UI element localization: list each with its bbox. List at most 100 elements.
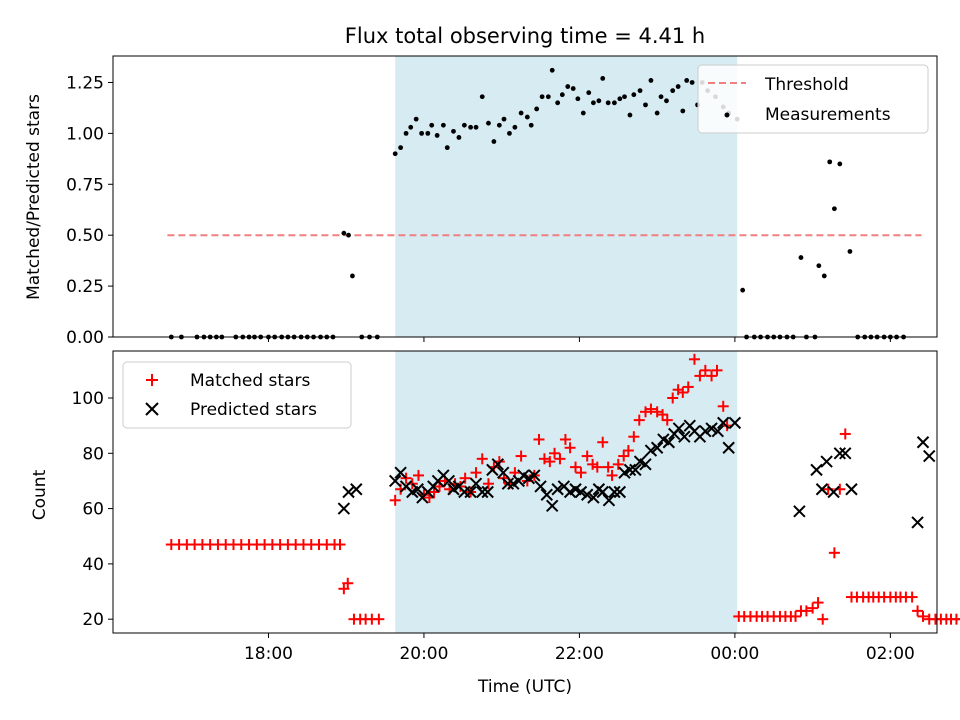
bottom-legend-box <box>122 361 352 429</box>
measurement-point <box>648 78 654 83</box>
matched-star-point <box>717 400 729 412</box>
y-tick-label: 1.00 <box>66 124 104 144</box>
predicted-star-point <box>672 422 686 435</box>
measurement-point <box>831 206 837 212</box>
measurement-point <box>491 139 497 144</box>
matched-star-point <box>677 386 689 398</box>
measurement-point <box>658 94 664 100</box>
top-shaded-span <box>395 56 738 337</box>
predicted-star-point <box>501 477 515 490</box>
predicted-star-point <box>810 463 823 477</box>
matched-star-point <box>533 433 545 445</box>
predicted-star-point <box>699 424 712 438</box>
measurement-point <box>827 159 833 165</box>
bottom-plot-frame <box>112 350 938 634</box>
measurement-point <box>821 273 827 279</box>
predicted-star-point <box>705 422 718 435</box>
measurement-point <box>580 110 586 116</box>
predicted-star-point <box>815 483 829 496</box>
legend-measurements-swatch <box>724 112 730 118</box>
matched-star-point <box>606 469 618 481</box>
y-tick-label: 60 <box>82 500 104 520</box>
measurement-point <box>631 92 637 98</box>
predicted-star-point <box>551 483 564 496</box>
measurement-point <box>549 67 555 73</box>
x-tick-label: 02:00 <box>866 644 915 664</box>
top-y-axis-label: Matched/Predicted stars <box>24 94 44 300</box>
predicted-star-point <box>916 436 930 449</box>
legend-matched-label: Matched stars <box>190 371 310 391</box>
matched-star-point <box>597 436 609 448</box>
measurement-point <box>524 114 530 120</box>
measurement-point <box>816 263 822 269</box>
matched-star-point <box>917 610 929 622</box>
predicted-star-point <box>722 441 735 454</box>
measurement-point <box>680 108 686 114</box>
measurement-point <box>451 128 456 134</box>
measurement-point <box>654 110 660 116</box>
bottom-y-ticks: 20 40 60 80 100 <box>72 389 113 630</box>
predicted-star-point <box>528 469 541 482</box>
matched-star-point <box>645 403 657 415</box>
matched-star-point <box>549 447 561 459</box>
matched-star-point <box>564 442 576 454</box>
top-chart-title: Flux total observing time = 4.41 h <box>345 24 705 48</box>
matched-star-point <box>612 458 624 470</box>
matched-star-point <box>482 478 494 490</box>
measurement-point <box>837 161 843 167</box>
predicted-star-point <box>728 416 742 430</box>
legend-predicted-label: Predicted stars <box>190 400 317 420</box>
predicted-star-point <box>546 499 559 513</box>
matched-star-point <box>459 472 471 484</box>
legend-predicted-swatch <box>145 402 159 416</box>
measurement-point <box>413 116 419 122</box>
predicted-star-point <box>534 480 547 493</box>
measurement-point <box>346 232 351 238</box>
measurement-point <box>512 124 518 130</box>
matched-star-point <box>389 494 401 506</box>
y-tick-label: 0.50 <box>66 226 104 246</box>
y-tick-label: 1.25 <box>66 73 104 93</box>
measurement-point <box>689 80 695 85</box>
predicted-star-point <box>342 485 355 499</box>
matched-star-point <box>711 364 723 376</box>
measurement-point <box>627 112 633 118</box>
matched-star-point <box>688 353 700 365</box>
measurement-point <box>486 120 491 126</box>
measurement-point <box>675 84 681 89</box>
bottom-legend: Matched stars Predicted stars <box>122 361 352 429</box>
predicted-star-point <box>350 483 363 496</box>
predicted-star-point <box>650 441 664 454</box>
predicted-star-point <box>337 502 351 515</box>
matched-star-point <box>694 370 706 382</box>
measurement-point <box>501 116 507 122</box>
matched-star-point <box>602 461 614 473</box>
matched-star-point <box>559 433 571 445</box>
measurement-point <box>740 287 746 293</box>
measurement-point <box>350 273 355 279</box>
predicted-star-point <box>793 505 806 518</box>
predicted-star-point <box>717 416 730 430</box>
measurement-point <box>611 100 617 106</box>
matched-star-point <box>667 392 679 404</box>
measurement-point <box>403 130 409 136</box>
matched-star-point <box>699 364 711 376</box>
measurement-point <box>664 98 669 104</box>
predicted-star-point <box>833 447 847 460</box>
x-tick-label: 20:00 <box>399 644 448 664</box>
measurement-point <box>468 124 473 130</box>
predicted-star-point <box>481 485 494 499</box>
predicted-star-point <box>388 474 402 488</box>
y-tick-label: 40 <box>82 555 104 575</box>
matched-star-point <box>554 453 566 465</box>
matched-star-point <box>622 445 634 457</box>
y-tick-label: 0.75 <box>66 175 104 195</box>
matched-star-point <box>618 450 630 462</box>
matched-star-point <box>790 610 802 622</box>
measurement-point <box>440 122 446 128</box>
predicted-star-point <box>580 488 594 501</box>
matched-star-point <box>338 583 350 595</box>
matched-star-point <box>912 605 924 617</box>
